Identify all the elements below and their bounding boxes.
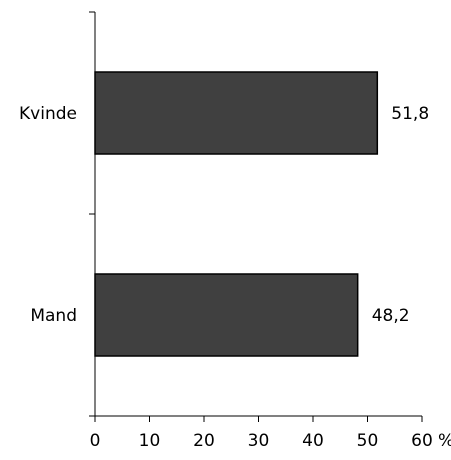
data-label-kvinde: 51,8 [391, 104, 429, 124]
x-tick-label: 30 [248, 431, 270, 451]
x-axis-unit-suffix: % [438, 431, 451, 451]
x-tick-label: 10 [139, 431, 161, 451]
x-tick-label: 0 [90, 431, 101, 451]
data-labels: 51,8 48,2 [372, 104, 429, 326]
x-tick-label: 50 [357, 431, 379, 451]
x-tick-label: 40 [302, 431, 324, 451]
x-tick-label: 20 [193, 431, 215, 451]
x-axis-ticks: 0 10 20 30 40 50 60 [90, 416, 433, 451]
category-labels: Kvinde Mand [19, 104, 77, 326]
bar-mand [94, 273, 359, 357]
x-tick-label: 60 [411, 431, 433, 451]
category-label-mand: Mand [30, 306, 77, 326]
bars-layer [94, 71, 379, 357]
category-label-kvinde: Kvinde [19, 104, 77, 124]
data-label-mand: 48,2 [372, 306, 410, 326]
y-axis-ticks [89, 11, 95, 417]
bar-kvinde [94, 71, 379, 155]
